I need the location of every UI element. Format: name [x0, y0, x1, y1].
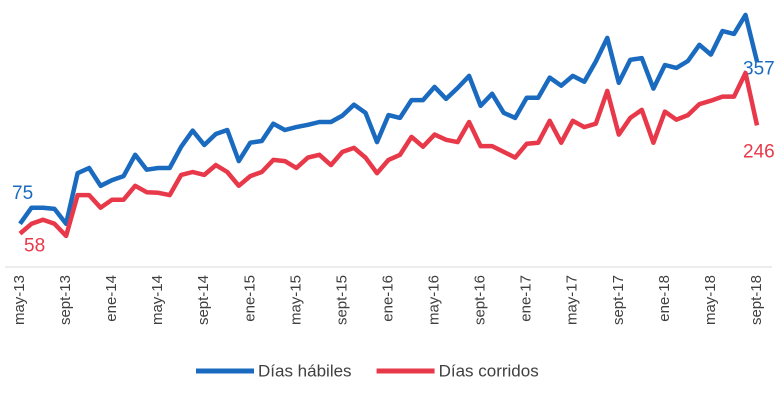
x-tick-label: may-18 — [702, 275, 719, 325]
x-tick-label: may-15 — [287, 275, 304, 325]
x-tick-label: may-17 — [564, 275, 581, 325]
x-tick-label: ene-15 — [241, 275, 258, 322]
x-tick-label: ene-18 — [656, 275, 673, 322]
x-tick-label: ene-17 — [518, 275, 535, 322]
x-tick-label: ene-14 — [103, 275, 120, 322]
x-tick-label: sept-14 — [195, 275, 212, 325]
x-tick-label: may-14 — [149, 275, 166, 325]
value-label: 246 — [743, 141, 775, 162]
x-tick-label: ene-16 — [379, 275, 396, 322]
line-series — [18, 12, 760, 227]
value-label: 58 — [24, 236, 45, 257]
legend-label: Días hábiles — [258, 361, 352, 380]
x-tick-label: sept-15 — [333, 275, 350, 325]
x-tick-label: sept-16 — [472, 275, 489, 325]
x-tick-label: may-13 — [11, 275, 28, 325]
x-tick-label: may-16 — [426, 275, 443, 325]
line-series — [18, 70, 760, 239]
x-tick-label: sept-13 — [57, 275, 74, 325]
value-label: 357 — [743, 59, 775, 80]
value-label: 75 — [12, 183, 33, 204]
x-tick-label: sept-18 — [748, 275, 765, 325]
x-tick-label: sept-17 — [610, 275, 627, 325]
legend-label: Días corridos — [439, 361, 539, 380]
